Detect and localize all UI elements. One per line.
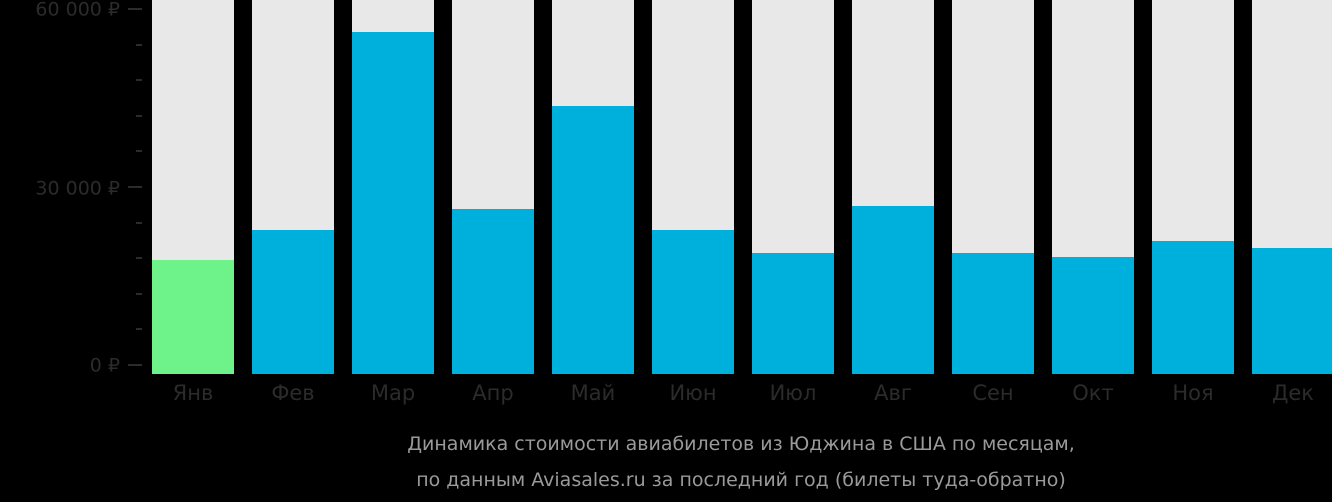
bar-7[interactable] <box>752 0 834 374</box>
x-axis-label: Мар <box>370 381 416 405</box>
minor-tick <box>136 115 142 117</box>
bar-value-fill <box>452 209 534 374</box>
x-axis-label: Апр <box>472 381 514 405</box>
x-axis-label: Янв <box>172 381 214 405</box>
major-tick <box>128 8 142 10</box>
bar-value-fill <box>1052 257 1134 374</box>
minor-tick <box>136 150 142 152</box>
minor-tick <box>136 293 142 295</box>
minor-tick <box>136 257 142 259</box>
minor-tick <box>136 222 142 224</box>
bar-2[interactable] <box>252 0 334 374</box>
bar-9[interactable] <box>952 0 1034 374</box>
x-axis-label: Июл <box>769 381 817 405</box>
x-axis-label: Ноя <box>1172 381 1214 405</box>
y-axis-label-30000: 30 000 ₽ <box>35 177 120 200</box>
bar-value-fill <box>352 32 434 374</box>
x-axis-label: Дек <box>1271 381 1314 405</box>
bar-value-fill <box>152 260 234 374</box>
y-axis-label-60000: 60 000 ₽ <box>35 0 120 21</box>
bar-value-fill <box>552 106 634 374</box>
major-tick <box>128 186 142 188</box>
bar-value-fill <box>652 230 734 374</box>
bar-6[interactable] <box>652 0 734 374</box>
major-tick <box>128 364 142 366</box>
bar-value-fill <box>1252 248 1332 374</box>
bar-value-fill <box>252 230 334 374</box>
bar-12[interactable] <box>1252 0 1332 374</box>
minor-tick <box>136 328 142 330</box>
x-axis-label: Фев <box>271 381 315 405</box>
x-axis-label: Сен <box>972 381 1014 405</box>
x-axis-label: Авг <box>874 381 912 405</box>
chart-caption-line2: по данным Aviasales.ru за последний год … <box>416 469 1066 491</box>
bar-10[interactable] <box>1052 0 1134 374</box>
bar-value-fill <box>852 206 934 374</box>
y-axis-label-0: 0 ₽ <box>89 354 120 377</box>
bar-11[interactable] <box>1152 0 1234 374</box>
minor-tick <box>136 79 142 81</box>
bar-value-fill <box>952 253 1034 374</box>
chart-caption-line1: Динамика стоимости авиабилетов из Юджина… <box>407 433 1075 455</box>
bar-8[interactable] <box>852 0 934 374</box>
bar-1[interactable] <box>152 0 234 374</box>
minor-tick <box>136 44 142 46</box>
bar-value-fill <box>1152 241 1234 374</box>
bar-value-fill <box>752 253 834 374</box>
bar-4[interactable] <box>452 0 534 374</box>
x-axis-label: Окт <box>1072 381 1114 405</box>
x-axis-label: Май <box>570 381 616 405</box>
bar-5[interactable] <box>552 0 634 374</box>
x-axis-label: Июн <box>669 381 717 405</box>
bar-3[interactable] <box>352 0 434 374</box>
